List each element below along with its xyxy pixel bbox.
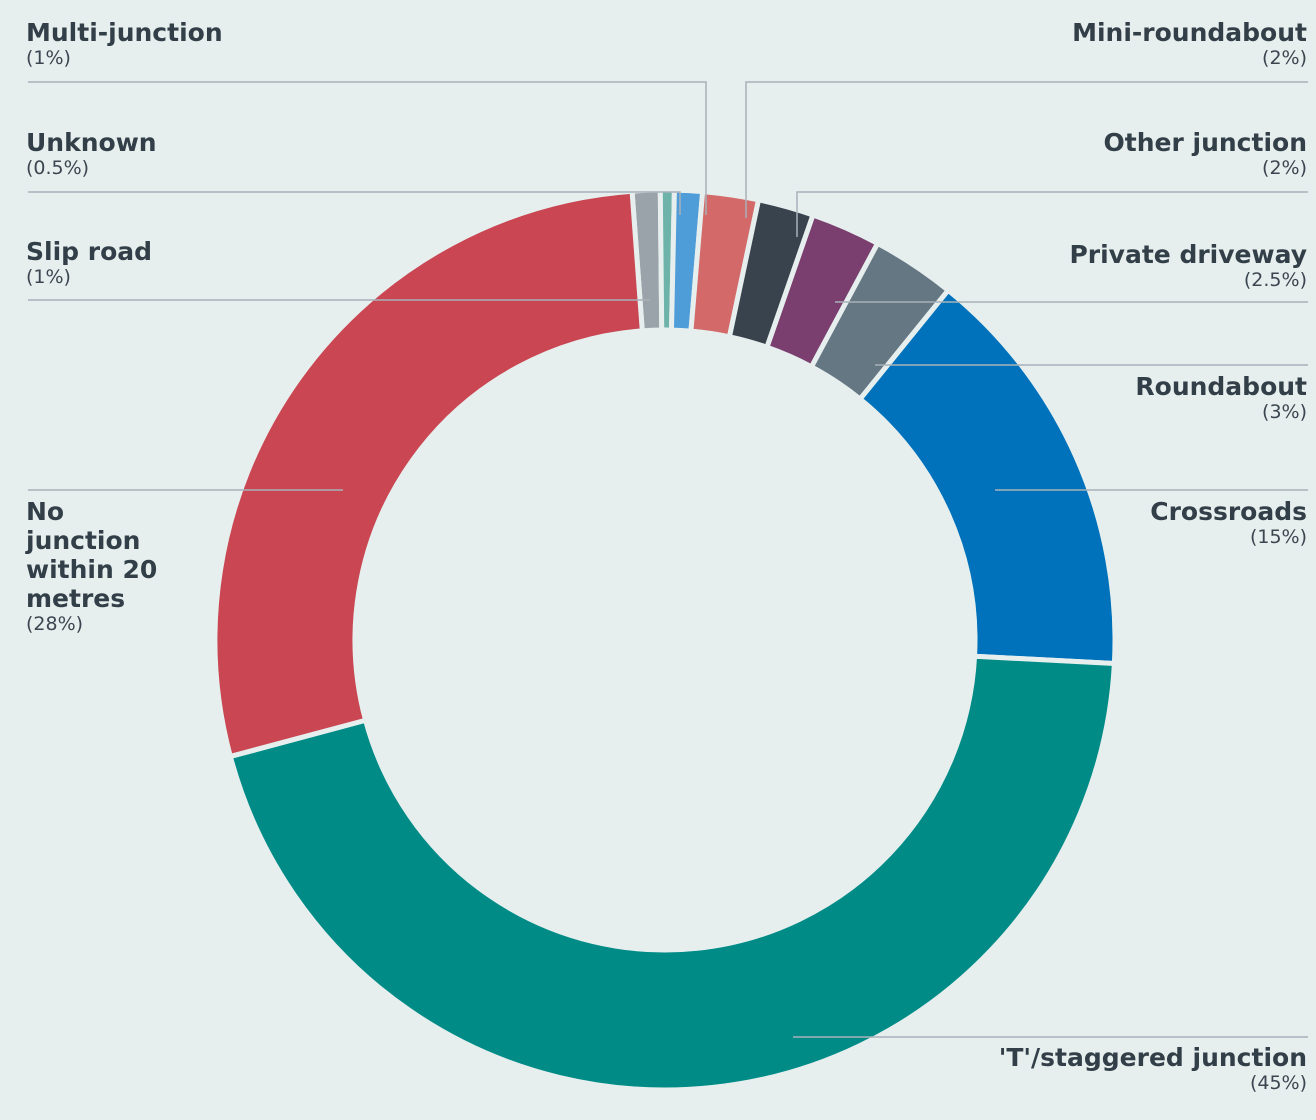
leader-line (28, 191, 681, 215)
leader-line (745, 81, 1308, 218)
category-name: Private driveway (1069, 240, 1307, 269)
value-label: (2%) (1262, 47, 1307, 69)
category-name: Slip road (26, 237, 153, 266)
value-label: (45%) (1249, 1072, 1307, 1094)
value-label: (2.5%) (1243, 269, 1307, 291)
value-label: (1%) (26, 47, 71, 69)
category-name: Roundabout (1135, 372, 1307, 401)
value-label: (2%) (1262, 157, 1307, 179)
category-name: Other junction (1103, 128, 1307, 157)
slice-label: Crossroads (15%) (907, 497, 1307, 548)
slice-label: 'T'/staggered junction (45%) (907, 1043, 1307, 1094)
category-name: Crossroads (1150, 497, 1307, 526)
slice-label: Roundabout (3%) (907, 372, 1307, 423)
slice-label: No junction within 20 metres (28%) (26, 497, 186, 635)
category-name: Unknown (26, 128, 157, 157)
value-label: (15%) (1249, 526, 1307, 548)
slice-label: Multi-junction (1%) (26, 18, 426, 69)
value-label: (1%) (26, 266, 71, 288)
slice-label: Unknown (0.5%) (26, 128, 426, 179)
value-label: (0.5%) (26, 157, 90, 179)
category-name: Mini-roundabout (1072, 18, 1307, 47)
category-name: 'T'/staggered junction (998, 1043, 1307, 1072)
donut-slice (212, 188, 645, 760)
slice-label: Slip road (1%) (26, 237, 426, 288)
value-label: (28%) (26, 613, 84, 635)
category-name: Multi-junction (26, 18, 223, 47)
category-name: No junction within 20 metres (26, 497, 158, 613)
slice-label: Mini-roundabout (2%) (907, 18, 1307, 69)
value-label: (3%) (1262, 401, 1307, 423)
donut-slice (227, 653, 1118, 1093)
leader-line (28, 81, 707, 215)
leader-line (796, 191, 1308, 237)
slice-label: Private driveway (2.5%) (907, 240, 1307, 291)
slice-label: Other junction (2%) (907, 128, 1307, 179)
